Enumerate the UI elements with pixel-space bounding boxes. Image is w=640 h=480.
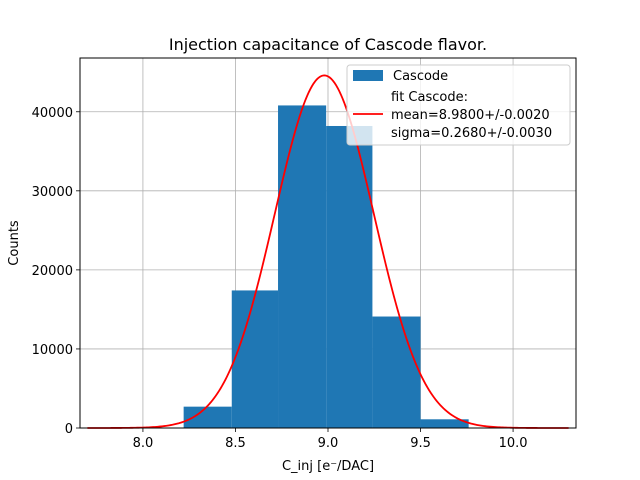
y-tick-label: 40000 [32, 106, 73, 121]
chart-title: Injection capacitance of Cascode flavor. [169, 35, 487, 54]
x-axis-label: C_inj [e⁻/DAC] [282, 459, 374, 474]
y-tick-label: 0 [65, 422, 73, 437]
x-tick-label: 9.5 [410, 436, 431, 451]
y-tick-label: 30000 [32, 185, 73, 200]
legend-label-fit-line-1: fit Cascode: [391, 90, 468, 105]
legend-label-cascode: Cascode [393, 69, 448, 84]
histogram-bar [372, 316, 421, 428]
legend-label-fit-line-3: sigma=0.2680+/-0.0030 [391, 126, 552, 141]
x-axis-ticks: 8.0 8.5 9.0 9.5 10.0 [133, 428, 528, 451]
histogram-bar [326, 125, 373, 428]
legend-swatch-cascode [353, 70, 383, 81]
legend-label-fit-line-2: mean=8.9800+/-0.0020 [391, 108, 550, 123]
y-axis-label: Counts [7, 220, 22, 266]
histogram-bar [278, 105, 327, 428]
legend: Cascode fit Cascode: mean=8.9800+/-0.002… [346, 64, 571, 146]
fit-curve [87, 74, 569, 429]
x-tick-label: 8.0 [133, 436, 154, 451]
y-tick-label: 20000 [32, 264, 73, 279]
y-axis-ticks: 0 10000 20000 30000 40000 [32, 106, 80, 437]
fit-curve-layer [87, 74, 569, 429]
histogram-bar [231, 290, 279, 428]
histogram-bar [420, 419, 469, 428]
y-tick-label: 10000 [32, 343, 73, 358]
x-tick-label: 9.0 [318, 436, 339, 451]
x-tick-label: 10.0 [499, 436, 528, 451]
legend-box [346, 64, 571, 146]
histogram-bar [183, 406, 232, 428]
x-tick-label: 8.5 [225, 436, 246, 451]
